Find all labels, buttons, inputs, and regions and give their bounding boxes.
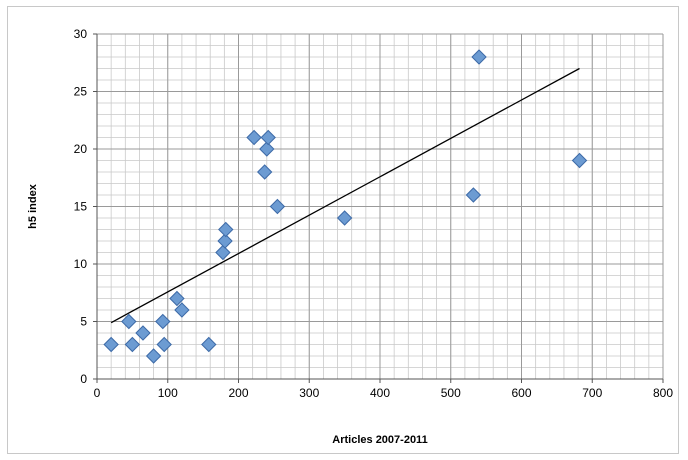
data-point	[145, 348, 162, 364]
y-axis-title: h5 index	[27, 183, 39, 229]
data-point	[269, 198, 286, 215]
y-tick-label: 20	[74, 142, 88, 156]
x-tick-label: 300	[299, 386, 319, 400]
data-point	[471, 49, 487, 65]
y-tick-label: 25	[74, 85, 88, 99]
x-tick-label: 500	[441, 386, 461, 400]
data-points	[103, 49, 588, 364]
x-tick-label: 600	[511, 386, 531, 400]
data-point	[256, 164, 273, 180]
x-tick-label: 800	[653, 386, 673, 400]
data-point	[121, 313, 137, 330]
data-point	[174, 302, 190, 318]
y-tick-label: 5	[80, 315, 87, 329]
data-point	[217, 233, 233, 249]
x-tick-labels: 0 100 200 300 400 500 600 700 800	[94, 386, 674, 400]
data-point	[465, 187, 482, 203]
x-tick-label: 700	[582, 386, 602, 400]
x-axis-title: Articles 2007-2011	[332, 434, 427, 446]
data-point	[215, 244, 231, 261]
data-point	[260, 129, 276, 146]
data-point	[169, 290, 185, 307]
trendline-group	[110, 67, 580, 324]
data-point	[246, 129, 262, 146]
x-tick-label: 400	[370, 386, 390, 400]
data-point	[571, 152, 588, 169]
data-point	[155, 313, 171, 330]
data-point	[259, 141, 275, 157]
data-point	[124, 336, 141, 353]
data-point	[218, 221, 234, 238]
y-tick-label: 0	[80, 372, 87, 386]
data-point	[201, 336, 217, 353]
x-tick-label: 0	[94, 386, 101, 400]
data-point	[103, 336, 119, 353]
x-tick-label: 100	[158, 386, 178, 400]
trendline	[110, 67, 580, 324]
data-point	[336, 210, 353, 226]
y-tick-label: 30	[74, 27, 88, 41]
data-point	[135, 325, 151, 341]
y-tick-labels: 0 5 10 15 20 25 30	[74, 27, 88, 386]
y-tick-label: 10	[74, 257, 88, 271]
data-point	[156, 336, 172, 353]
x-tick-label: 200	[228, 386, 248, 400]
axes	[93, 33, 664, 383]
y-tick-label: 15	[74, 200, 88, 214]
